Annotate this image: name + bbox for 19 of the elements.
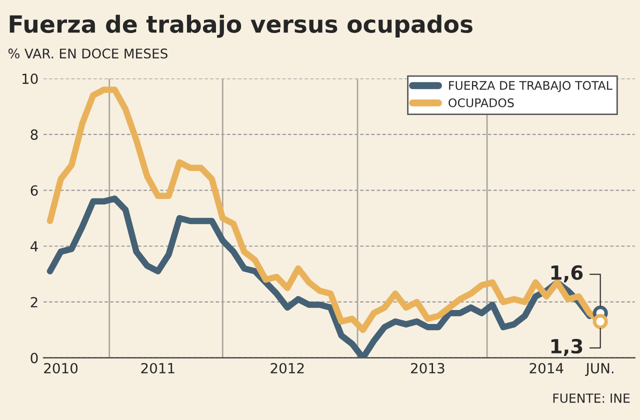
x-tick-label: JUN. xyxy=(585,363,614,376)
legend-label: FUERZA DE TRABAJO TOTAL xyxy=(449,80,612,92)
legend-label: OCUPADOS xyxy=(448,98,514,108)
y-tick-label: 2 xyxy=(30,296,38,308)
x-tick-label: 2010 xyxy=(44,362,78,374)
y-tick-label: 8 xyxy=(30,129,38,140)
x-tick-label: 2012 xyxy=(270,362,304,374)
chart-title: Fuerza de trabajo versus ocupados xyxy=(10,14,472,38)
y-tick-label: 10 xyxy=(22,74,38,84)
x-tick-label: 2013 xyxy=(411,362,444,374)
chart-subtitle: % VAR. EN DOCE MESES xyxy=(8,48,168,59)
y-tick-label: 0 xyxy=(30,352,38,364)
x-tick-label: 2011 xyxy=(141,362,174,374)
y-tick-label: 6 xyxy=(30,185,38,196)
y-tick-label: 4 xyxy=(30,241,38,252)
annotation: 1,3 xyxy=(551,338,582,356)
source-note: FUENTE: INE xyxy=(553,394,630,403)
x-tick-label: 2014 xyxy=(530,362,564,374)
annotation: 1,6 xyxy=(551,265,583,282)
